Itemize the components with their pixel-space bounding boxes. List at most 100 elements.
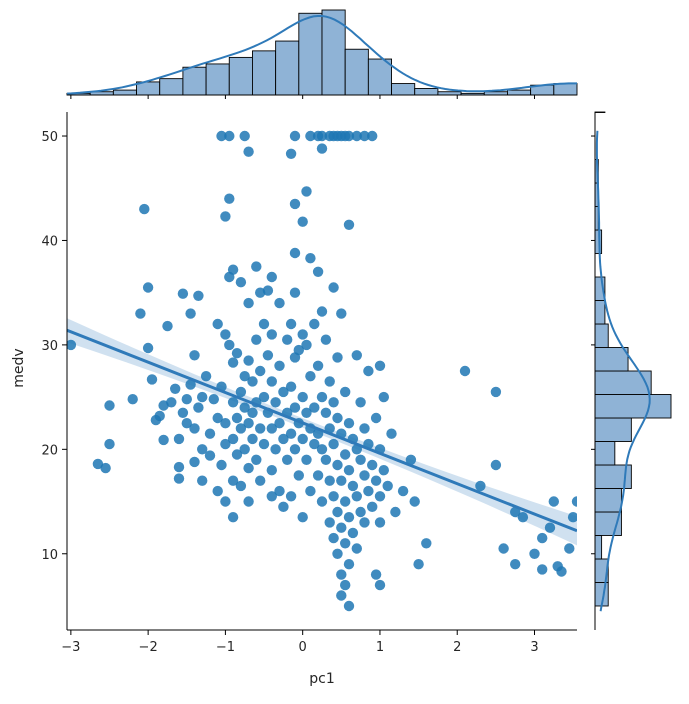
scatter-point (293, 344, 304, 356)
scatter-point (173, 461, 185, 473)
y-tick-label: 10 (41, 548, 58, 563)
marginal-x-bar (159, 78, 184, 96)
scatter-point (510, 559, 521, 570)
x-tick-label: 3 (530, 640, 538, 655)
scatter-point (243, 462, 254, 474)
scatter-point (324, 376, 335, 387)
scatter-point (320, 334, 332, 345)
marginal-x-bar (507, 89, 532, 96)
scatter-point (266, 271, 277, 283)
scatter-point (220, 418, 231, 429)
scatter-point (293, 470, 304, 481)
scatter-point (142, 342, 154, 354)
scatter-point (343, 465, 355, 476)
scatter-point (146, 374, 158, 385)
scatter-point (343, 559, 355, 570)
scatter-point (212, 485, 223, 497)
scatter-point (204, 450, 216, 461)
scatter-point (262, 285, 274, 296)
scatter-point (336, 569, 347, 580)
scatter-point (258, 391, 270, 403)
scatter-point (374, 360, 386, 371)
scatter-point (316, 496, 328, 507)
scatter-point (374, 491, 386, 502)
scatter-point (247, 407, 258, 418)
scatter-point (289, 287, 301, 298)
scatter-point (189, 456, 200, 468)
marginal-x-bar (344, 48, 369, 96)
marginal-x-bar (367, 58, 392, 96)
scatter-point (459, 365, 471, 377)
scatter-point (537, 564, 548, 575)
scatter-point (173, 473, 185, 484)
scatter-point (258, 318, 270, 330)
scatter-point (355, 397, 366, 408)
marginal-y-bar (594, 488, 622, 513)
scatter-point (274, 418, 285, 429)
scatter-point (181, 418, 192, 429)
scatter-point (231, 412, 243, 424)
scatter-point (363, 485, 374, 497)
scatter-point (200, 371, 212, 382)
scatter-point (274, 360, 285, 371)
scatter-point (332, 352, 343, 363)
scatter-point (127, 394, 138, 405)
scatter-point (340, 579, 351, 591)
scatter-point (378, 391, 389, 403)
scatter-point (104, 438, 115, 450)
scatter-point (212, 318, 223, 330)
scatter-point (197, 391, 208, 403)
scatter-point (166, 397, 177, 408)
marginal-x-kde-curve (66, 15, 577, 95)
scatter-point (224, 130, 235, 142)
scatter-point (235, 277, 247, 288)
scatter-point (359, 423, 370, 434)
scatter-point (231, 449, 243, 460)
scatter-point (251, 261, 262, 272)
scatter-point (266, 465, 277, 476)
marginal-y-bar (594, 300, 606, 325)
scatter-point (347, 527, 359, 539)
scatter-point (289, 402, 301, 413)
marginal-y-histogram (591, 111, 672, 630)
scatter-point (374, 517, 386, 528)
scatter-point (216, 130, 227, 142)
scatter-point (336, 308, 347, 319)
scatter-point (100, 462, 111, 474)
scatter-point (235, 480, 247, 492)
axes: −3 −2 −1 0 1 2 3 10 20 30 40 50 (41, 112, 577, 655)
scatter-point (343, 130, 355, 142)
scatter-point (309, 318, 320, 330)
scatter-point (142, 282, 154, 293)
scatter-point (490, 459, 502, 471)
scatter-point (289, 444, 301, 455)
scatter-point (564, 543, 575, 554)
marginal-x-histogram (66, 9, 578, 99)
scatter-point (274, 297, 285, 309)
marginal-y-bar (594, 441, 616, 466)
scatter-point (227, 264, 239, 275)
scatter-point (289, 130, 301, 142)
scatter-point (239, 444, 250, 455)
scatter-point (297, 216, 308, 227)
scatter-point (390, 506, 401, 518)
scatter-point (278, 501, 289, 512)
scatter-point (162, 320, 173, 332)
scatter-point (282, 334, 293, 345)
scatter-point (510, 506, 521, 518)
scatter-point (197, 444, 208, 455)
scatter-point (227, 512, 239, 523)
scatter-point (224, 339, 235, 351)
scatter-point (189, 350, 200, 361)
scatter-point (312, 266, 324, 277)
scatter-point (320, 454, 332, 465)
marginal-x-bar (252, 50, 277, 96)
scatter-point (336, 522, 347, 533)
scatter-point (235, 386, 247, 398)
scatter-point (255, 475, 266, 486)
scatter-point (421, 538, 432, 549)
scatter-point (227, 357, 239, 368)
scatter-point (347, 480, 359, 492)
marginal-x-bar (553, 83, 578, 96)
scatter-point (270, 397, 281, 408)
